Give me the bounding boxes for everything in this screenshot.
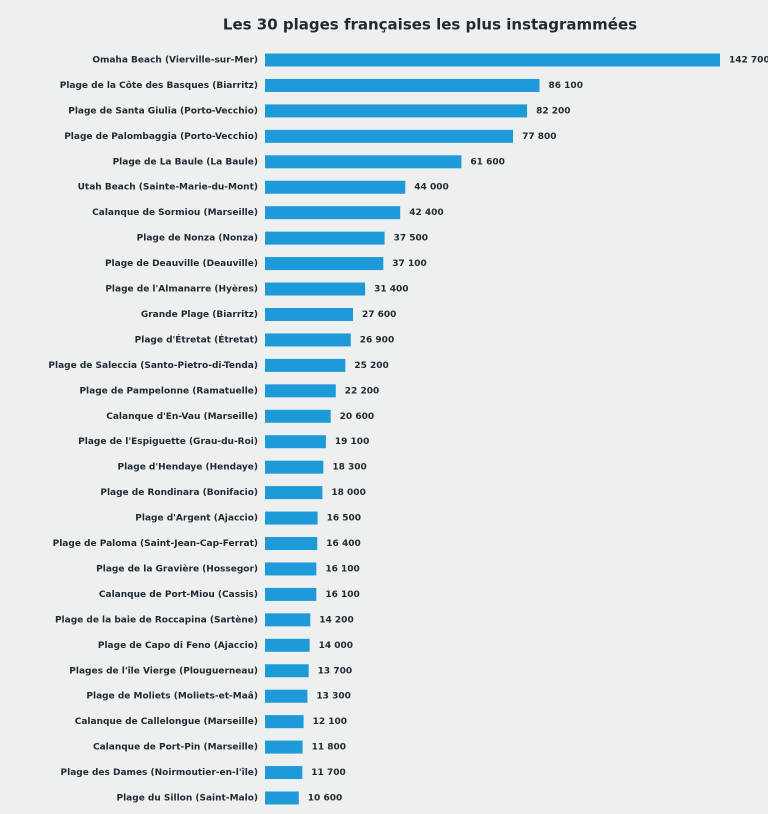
bar <box>265 206 401 220</box>
bar <box>265 664 309 678</box>
chart-title: Les 30 plages françaises les plus instag… <box>223 16 637 34</box>
bar <box>265 409 331 423</box>
category-label: Plage d'Étretat (Étretat) <box>135 333 258 345</box>
bar <box>265 511 318 525</box>
category-label: Plage de Capo di Feno (Ajaccio) <box>98 641 258 651</box>
category-label: Utah Beach (Sainte-Marie-du-Mont) <box>78 183 258 193</box>
category-label: Plage de Nonza (Nonza) <box>137 234 258 244</box>
bar <box>265 231 385 245</box>
category-label: Plage d'Hendaye (Hendaye) <box>118 463 259 473</box>
value-label: 20 600 <box>340 412 374 422</box>
value-label: 19 100 <box>335 437 369 447</box>
value-label: 142 700 <box>729 56 768 66</box>
category-label: Plage de Pampelonne (Ramatuelle) <box>79 386 258 396</box>
category-label: Plage de la Côte des Basques (Biarritz) <box>60 80 258 91</box>
value-label: 31 400 <box>374 285 408 295</box>
category-label: Calanque d'En-Vau (Marseille) <box>106 412 258 422</box>
bar <box>265 104 528 118</box>
value-label: 86 100 <box>549 81 583 91</box>
bar <box>265 282 366 296</box>
value-label: 10 600 <box>308 794 342 804</box>
bar <box>265 155 462 169</box>
category-label: Plages de l'île Vierge (Plouguerneau) <box>69 666 258 676</box>
bar <box>265 307 354 321</box>
category-label: Calanque de Callelongue (Marseille) <box>75 717 258 727</box>
category-label: Plage de l'Espiguette (Grau-du-Roi) <box>78 437 258 447</box>
category-label: Plage de Deauville (Deauville) <box>105 259 258 269</box>
category-label: Plage du Sillon (Saint-Malo) <box>117 794 259 804</box>
bar <box>265 689 308 703</box>
value-label: 25 200 <box>354 361 388 371</box>
category-label: Plage de la Gravière (Hossegor) <box>96 563 258 574</box>
category-label: Calanque de Sormiou (Marseille) <box>92 208 258 218</box>
value-label: 61 600 <box>470 157 504 167</box>
bar <box>265 613 311 627</box>
value-label: 11 700 <box>311 768 345 778</box>
value-label: 13 700 <box>318 666 352 676</box>
value-label: 44 000 <box>414 183 448 193</box>
bar <box>265 562 317 576</box>
category-label: Grande Plage (Biarritz) <box>141 310 258 320</box>
category-label: Plage de Saleccia (Santo-Pietro-di-Tenda… <box>48 361 258 371</box>
value-label: 37 100 <box>392 259 426 269</box>
value-label: 14 000 <box>319 641 353 651</box>
category-label: Plage de Moliets (Moliets-et-Maâ) <box>86 692 258 702</box>
value-label: 82 200 <box>536 106 570 116</box>
bar <box>265 384 336 398</box>
value-label: 13 300 <box>316 692 350 702</box>
value-label: 27 600 <box>362 310 396 320</box>
value-label: 26 900 <box>360 335 394 345</box>
bar <box>265 257 384 271</box>
bar <box>265 333 351 347</box>
category-label: Omaha Beach (Vierville-sur-Mer) <box>92 56 258 66</box>
value-label: 16 400 <box>326 539 360 549</box>
value-label: 12 100 <box>313 717 347 727</box>
value-label: 77 800 <box>522 132 556 142</box>
bar <box>265 53 720 67</box>
bar <box>265 460 324 474</box>
value-label: 11 800 <box>312 743 346 753</box>
bar <box>265 180 406 194</box>
value-label: 22 200 <box>345 386 379 396</box>
bar <box>265 638 310 652</box>
category-label: Plage de Palombaggia (Porto-Vecchio) <box>64 132 258 142</box>
value-label: 18 000 <box>331 488 365 498</box>
value-label: 16 500 <box>327 514 361 524</box>
value-label: 16 100 <box>325 564 359 574</box>
bar <box>265 129 514 143</box>
value-label: 16 100 <box>325 590 359 600</box>
category-label: Plage d'Argent (Ajaccio) <box>135 514 258 524</box>
category-label: Plage de la baie de Roccapina (Sartène) <box>55 614 258 625</box>
bar <box>265 791 299 805</box>
bar <box>265 740 303 754</box>
bar <box>265 715 304 729</box>
category-label: Calanque de Port-Pin (Marseille) <box>93 743 258 753</box>
category-label: Plage de La Baule (La Baule) <box>113 157 258 167</box>
bar <box>265 587 317 601</box>
bar <box>265 766 303 780</box>
bar <box>265 486 323 500</box>
value-label: 14 200 <box>319 615 353 625</box>
bar <box>265 435 326 449</box>
bar <box>265 537 318 551</box>
bar <box>265 78 540 92</box>
category-label: Plage des Dames (Noirmoutier-en-l'île) <box>61 768 258 778</box>
value-label: 18 300 <box>332 463 366 473</box>
category-label: Plage de Santa Giulia (Porto-Vecchio) <box>68 106 258 116</box>
value-label: 42 400 <box>409 208 443 218</box>
category-label: Calanque de Port-Miou (Cassis) <box>99 590 258 600</box>
category-label: Plage de Rondinara (Bonifacio) <box>100 488 258 498</box>
bar <box>265 358 346 372</box>
category-label: Plage de Paloma (Saint-Jean-Cap-Ferrat) <box>53 539 258 549</box>
category-label: Plage de l'Almanarre (Hyères) <box>105 284 258 295</box>
value-label: 37 500 <box>394 234 428 244</box>
